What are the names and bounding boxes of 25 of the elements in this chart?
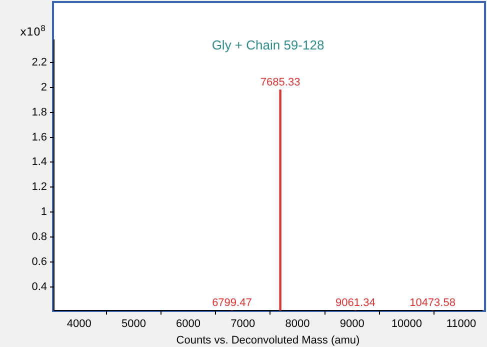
y-tick-label: 2 <box>40 81 47 94</box>
x-tick-label: 7000 <box>230 318 256 330</box>
x-tick-label: 5000 <box>121 318 146 330</box>
y-tick-label: 2.2 <box>32 56 47 68</box>
y-tick-label: 0.4 <box>32 280 47 293</box>
y-tick-label: 1 <box>40 206 47 218</box>
annotation: 9061.34 <box>336 297 376 310</box>
y-tick-label: 0.8 <box>32 231 47 244</box>
x-tick-label: 8000 <box>285 318 310 330</box>
x-axis-title: Counts vs. Deconvoluted Mass (amu) <box>176 334 360 346</box>
annotation: 7685.33 <box>260 76 300 88</box>
y-tick-label: 0.6 <box>32 256 47 268</box>
x-tick-label: 11000 <box>446 318 476 330</box>
y-tick-label: 1.2 <box>32 181 47 194</box>
y-axis-title: x10$^{8}$ <box>20 24 46 39</box>
x-tick-label: 4000 <box>66 318 92 330</box>
annotation: 10473.58 <box>410 297 456 310</box>
chart-title: Gly + Chain 59-128 <box>212 38 324 53</box>
x-tick-label: 10000 <box>391 318 422 330</box>
annotation: 6799.47 <box>212 297 252 310</box>
y-tick-label: 1.6 <box>32 131 47 144</box>
y-tick-label: 1.8 <box>32 106 47 118</box>
x-tick-label: 9000 <box>340 318 364 330</box>
y-tick-label: 1.4 <box>32 156 47 168</box>
x-tick-label: 6000 <box>176 318 201 330</box>
